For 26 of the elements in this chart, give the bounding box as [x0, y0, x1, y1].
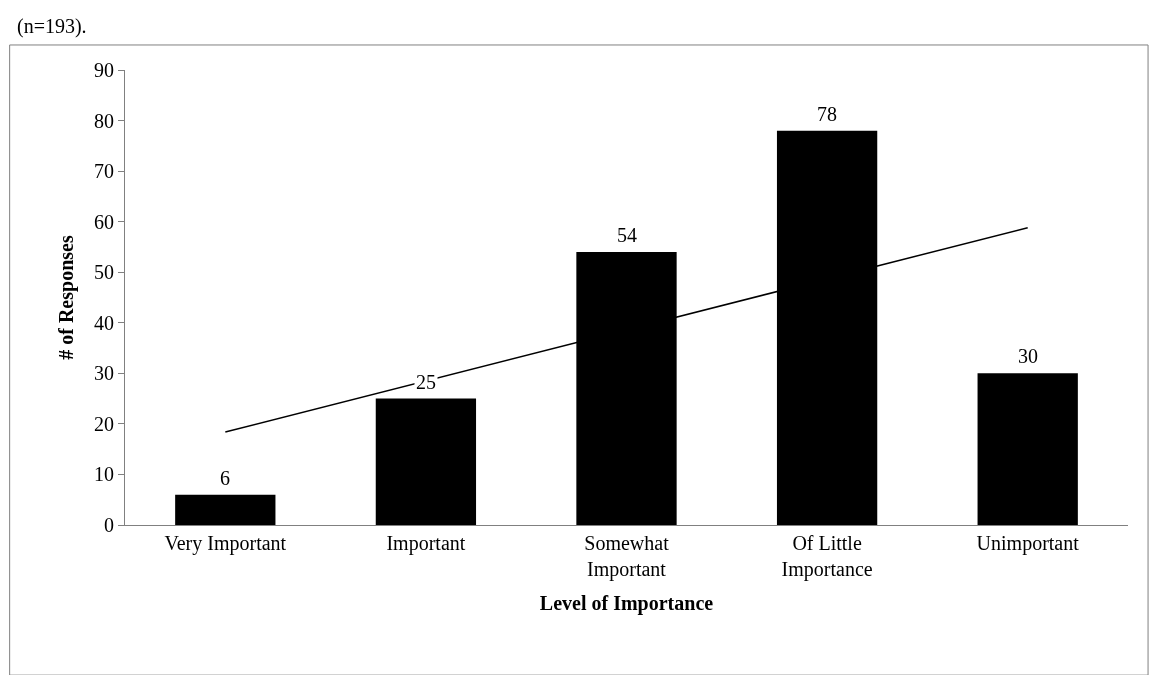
- bar: [175, 494, 276, 525]
- y-tick-label: 90: [94, 59, 114, 81]
- y-tick-label: 80: [94, 109, 114, 132]
- x-tick-label: Unimportant: [976, 532, 1080, 555]
- text: (n=193).: [17, 15, 87, 38]
- y-axis-title: # of Responses: [54, 235, 78, 360]
- y-tick-label: 20: [94, 412, 114, 435]
- bar: [375, 398, 477, 525]
- y-tick-label: 60: [94, 210, 114, 233]
- x-axis-title: Level of Importance: [539, 591, 714, 615]
- y-tick-label: 70: [94, 160, 114, 183]
- data-label: 54: [617, 224, 637, 246]
- y-tick-label: 50: [94, 261, 114, 284]
- y-tick-label: 30: [94, 362, 114, 385]
- y-tick-label: 10: [94, 463, 114, 486]
- x-tick-label: Of Little Importance: [781, 532, 873, 581]
- data-label: 30: [1018, 345, 1038, 367]
- x-tick-label: Somewhat Important: [584, 532, 670, 581]
- x-tick-label: Very Important: [164, 532, 287, 555]
- bar: [977, 373, 1078, 525]
- data-label: 25: [416, 371, 436, 393]
- data-label: 6: [220, 467, 230, 489]
- y-tick-label: 0: [104, 514, 114, 536]
- y-tick-label: 40: [94, 311, 114, 334]
- data-label: 78: [817, 103, 837, 125]
- x-tick-label: Important: [386, 532, 466, 555]
